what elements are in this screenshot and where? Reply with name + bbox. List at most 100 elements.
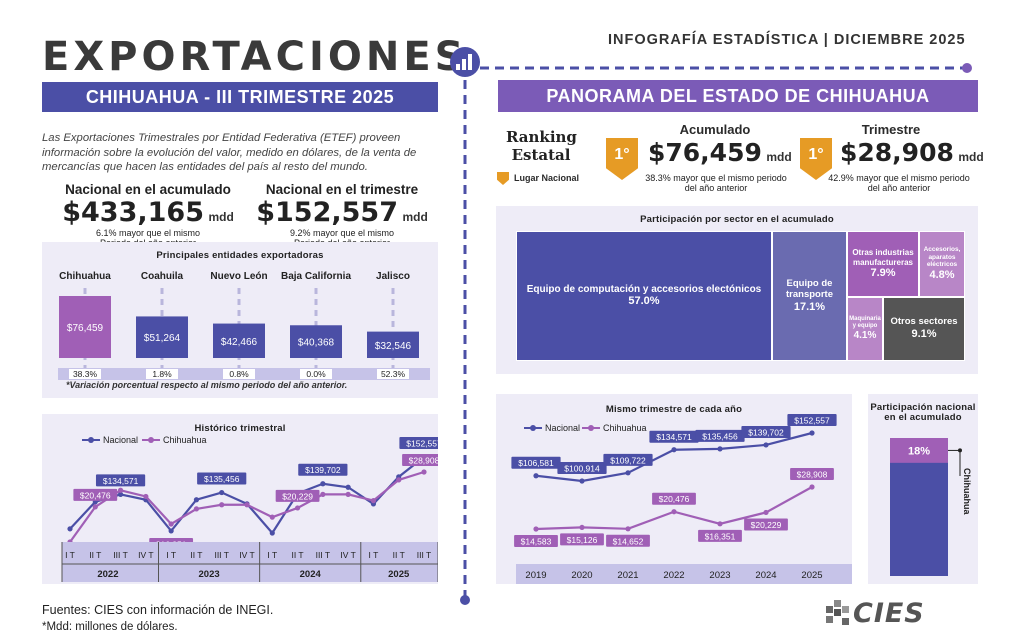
pct-label: 0.0% [306,369,326,379]
nacional-point-label: $135,456 [702,431,738,441]
nacional-point-label: $152,557 [794,416,830,426]
share-chart: 18% Chihuahua [890,438,972,576]
share-title: Participación nacional en el acumulado [870,402,976,424]
point-label: $135,456 [204,474,240,484]
point-nacional [671,447,677,453]
pct-label: 1.8% [152,369,172,379]
entities-footnote: *Variación porcentual respecto al mismo … [66,380,348,390]
ranking-legend: Lugar Nacional [514,173,580,183]
treemap-transport-name: Equipo de transporte [786,277,833,300]
point-chihuahua [320,491,326,497]
rank-accum-note1: 38.3% mayor que el mismo periodo [645,173,787,183]
point-nacional [320,481,326,487]
point-nacional [625,470,631,476]
point-chihuahua [717,521,723,527]
point-chihuahua [345,491,351,497]
chihuahua-point-label-box [606,534,650,547]
rank-accum-unit: mdd [766,150,792,164]
intro-text: Las Exportaciones Trimestrales por Entid… [42,132,417,174]
quarter-label: IV T [239,550,254,560]
entity-bar [367,331,419,358]
quarter-label: IV T [138,550,153,560]
point-chihuahua [294,505,301,511]
quarter-label: III T [113,550,128,560]
point-chihuahua [396,477,402,483]
share-pointer-dot [958,448,962,453]
nacional-point-label-box [557,462,607,474]
quarter-label: I T [369,550,379,560]
point-chihuahua [579,524,585,531]
ranking-title-1: Ranking [506,128,577,146]
quarter-label: III T [417,550,432,560]
quarter-label: II T [393,550,405,560]
point-nacional [168,528,174,534]
chihuahua-point-label-box [560,533,604,546]
point-chihuahua [625,526,631,532]
chihuahua-point-label: $16,351 [705,531,736,541]
share-category: Chihuahua [962,468,972,515]
entity-bar [136,316,188,358]
point-nacional [717,446,723,452]
national-quarter-unit: mdd [402,210,428,224]
nacional-point-label: $139,702 [748,427,784,437]
treemap-electric: Accesorios, aparatos eléctricos 4.8% [919,231,965,297]
entity-label: Coahuila [141,271,184,282]
chihuahua-point-label: $14,652 [613,536,644,546]
left-banner: CHIHUAHUA - III TRIMESTRE 2025 [42,82,438,112]
national-accum: Nacional en el acumulado $433,165 mdd 6.… [58,182,238,249]
rank-quarter-label: Trimestre [861,122,921,137]
year-label: 2025 [388,569,410,580]
quarter-label: II T [292,550,304,560]
sector-title: Participación por sector en el acumulado [640,214,834,225]
point-label-box [402,454,438,466]
nacional-point-label-box [603,453,653,466]
treemap-other-manuf: Otras industrias manufactureras 7.9% [847,231,919,297]
legend-nacional: Nacional [545,423,580,433]
point-label: $28,908 [409,456,438,466]
mdd-note: *Mdd: millones de dólares. [42,621,178,633]
legend-chihuahua-dot [148,437,154,443]
point-label-box [298,463,348,476]
pct-box [223,369,255,379]
year-label: 2020 [571,570,592,581]
nacional-point-label: $106,581 [518,458,554,468]
point-nacional [269,530,275,536]
entities-title: Principales entidades exportadoras [156,250,324,261]
chihuahua-point-label: $15,126 [567,535,598,545]
chihuahua-point-label-box [790,468,834,480]
national-quarter-value: $152,557 [256,197,398,228]
sources: Fuentes: CIES con información de INEGI. [42,603,274,617]
treemap-computers-value: 57.0% [628,295,660,308]
rank-quarter-note1: 42.9% mayor que el mismo periodo [828,173,970,183]
quarter-label: III T [214,550,229,560]
infographic-tag: INFOGRAFÍA ESTADÍSTICA | DICIEMBRE 2025 [608,32,966,48]
entity-label: Baja California [281,271,351,282]
point-label: $20,229 [282,491,313,501]
ranking-title-2: Estatal [511,146,571,164]
point-label: $139,702 [305,465,341,475]
year-label: 2019 [525,570,546,581]
year-label: 2021 [617,570,638,581]
point-nacional [117,491,124,497]
chihuahua-point-label-box [652,492,696,505]
point-chihuahua [219,502,225,508]
entity-label: Jalisco [376,271,410,282]
point-chihuahua [533,526,539,532]
page-title: EXPORTACIONES [42,34,468,80]
legend-nacional-dot [530,425,536,431]
year-label: 2022 [663,570,684,581]
rank-quarter-rank: 1° [808,146,824,163]
point-label-box [95,474,146,487]
rank-accum-label: Acumulado [679,122,751,137]
point-chihuahua [244,502,250,508]
treemap-others-value: 9.1% [911,328,937,341]
historic-chart: Nacional Chihuahua $134,571 $135,456 $139,70… [61,435,438,582]
ranking-title: Ranking Estatal [506,128,577,164]
cies-logo-icon [826,600,850,628]
point-chihuahua [143,493,149,500]
treemap-computers-name: Equipo de computación y accesorios elect… [526,283,762,295]
national-accum-note1: 6.1% mayor que el mismo [95,228,201,238]
point-label-box [73,488,118,501]
timeline-bottom-dot [460,595,470,605]
entity-label: Chihuahua [59,271,111,282]
